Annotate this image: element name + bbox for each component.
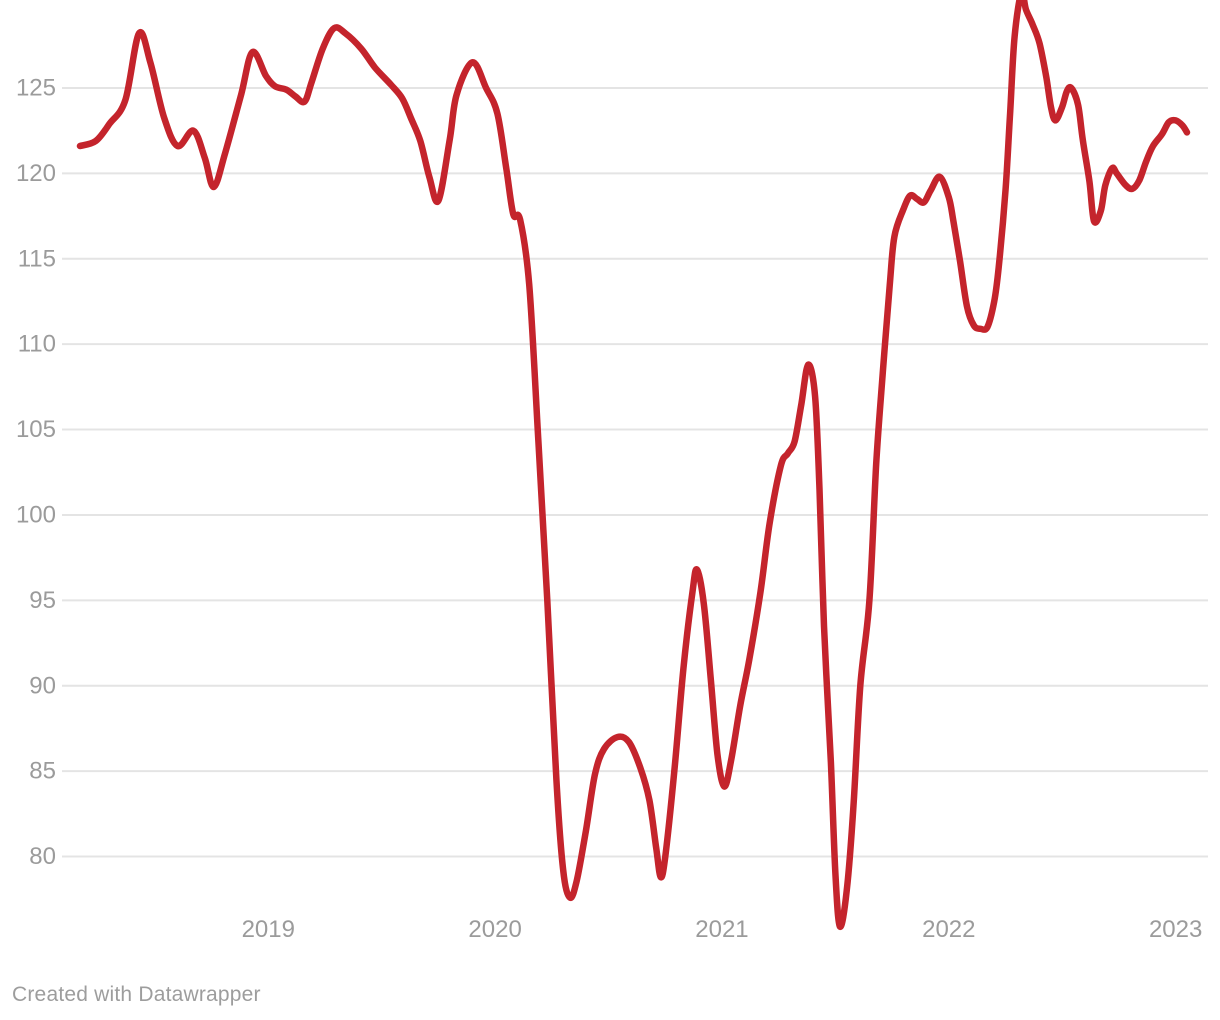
x-axis-label: 2019 <box>242 916 295 943</box>
y-axis-label: 125 <box>16 74 56 101</box>
y-axis-label: 85 <box>29 758 56 785</box>
y-axis-label: 80 <box>29 843 56 870</box>
y-axis-label: 110 <box>18 331 56 358</box>
y-axis-label: 120 <box>16 160 56 187</box>
x-axis-label: 2021 <box>695 916 748 943</box>
series-line <box>76 0 1191 930</box>
attribution: Created with Datawrapper <box>12 983 261 1006</box>
y-axis-label: 105 <box>16 416 56 443</box>
y-axis-label: 100 <box>16 501 56 528</box>
y-axis-label: 90 <box>29 672 56 699</box>
x-axis-label: 2023 <box>1149 916 1202 943</box>
x-axis-label: 2020 <box>468 916 521 943</box>
y-axis-label: 115 <box>18 245 56 272</box>
y-axis-label: 95 <box>29 587 56 614</box>
x-axis-label: 2022 <box>922 916 975 943</box>
